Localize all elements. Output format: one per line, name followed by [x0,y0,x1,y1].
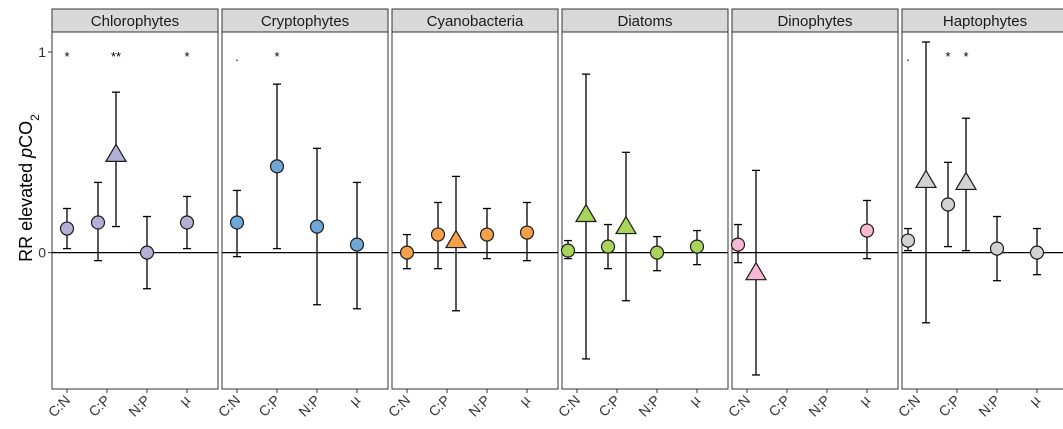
panel-dinophytes [731,31,899,390]
y-axis-title-prefix: RR elevated [16,158,36,262]
point-circle [519,225,535,240]
strip-diatoms [561,8,729,33]
x-tick-label: C:N [385,392,413,420]
x-tick-label: µ [856,392,873,409]
point-circle [989,241,1005,256]
x-tick-label: C:P [935,392,963,420]
y-tick-label: 1 [38,44,46,60]
x-tick-label: µ [176,392,193,409]
point-circle [940,197,956,212]
point-circle [90,215,106,230]
y-axis-title-sub: 2 [28,114,42,121]
x-tick-label: N:P [975,392,1003,420]
x-tick-label: C:N [555,392,583,420]
x-tick-label: C:P [765,392,793,420]
panel-haptophytes [901,31,1063,390]
panel-cryptophytes [221,31,389,390]
facet-title: Chlorophytes [91,13,179,30]
point-triangle [954,171,978,191]
point-triangle [614,215,638,235]
point-circle [430,227,446,242]
x-tick-label: C:P [425,392,453,420]
significance-label: . [235,49,239,64]
y-axis-title-main: CO [16,121,36,148]
x-tick-label: N:P [125,392,153,420]
point-circle [59,221,75,236]
x-tick-label: N:P [465,392,493,420]
point-circle [560,243,576,258]
x-tick-label: µ [516,392,533,409]
significance-label: ** [111,49,121,64]
point-circle [689,239,705,254]
strip-dinophytes [731,8,899,33]
point-triangle [574,203,598,223]
facet-title: Cryptophytes [261,13,349,30]
point-circle [179,215,195,230]
point-circle [600,239,616,254]
point-circle [1029,245,1045,260]
strip-haptophytes [901,8,1063,33]
point-circle [479,227,495,242]
y-axis-title-italic: p [16,148,36,159]
facet-title: Dinophytes [777,13,852,30]
point-circle [399,245,415,260]
x-tick-label: C:N [895,392,923,420]
strip-chlorophytes [51,8,219,33]
strip-cyanobacteria [391,8,559,33]
facet-title: Cyanobacteria [427,13,524,30]
significance-label: . [906,49,910,64]
x-tick-label: N:P [295,392,323,420]
x-tick-label: C:N [725,392,753,420]
panel-chlorophytes [51,31,219,390]
x-tick-label: µ [1026,392,1043,409]
strip-cryptophytes [221,8,389,33]
x-tick-label: µ [686,392,703,409]
significance-label: * [64,49,69,64]
point-circle [269,159,285,174]
point-triangle [914,169,938,189]
y-axis-title: RR elevated pCO2 [16,114,42,262]
facet-title: Haptophytes [943,13,1027,30]
x-tick-label: µ [346,392,363,409]
x-tick-label: C:N [45,392,73,420]
x-tick-label: C:P [85,392,113,420]
x-tick-label: C:P [595,392,623,420]
panel-cyanobacteria [391,31,559,390]
x-tick-label: N:P [635,392,663,420]
point-circle [730,237,746,252]
x-tick-label: C:N [215,392,243,420]
point-circle [229,215,245,230]
point-circle [859,223,875,238]
significance-label: * [963,49,968,64]
significance-label: * [274,49,279,64]
point-circle [139,245,155,260]
point-circle [309,219,325,234]
x-tick-label: N:P [805,392,833,420]
point-circle [349,237,365,252]
point-circle [900,233,916,248]
facet-title: Diatoms [617,13,672,30]
point-triangle [104,143,128,162]
point-triangle [444,229,468,249]
significance-label: * [945,49,950,64]
point-triangle [744,261,768,281]
point-circle [649,245,665,260]
significance-label: * [184,49,189,64]
x-tick-label: C:P [255,392,283,420]
y-tick-label: 0 [38,245,46,261]
